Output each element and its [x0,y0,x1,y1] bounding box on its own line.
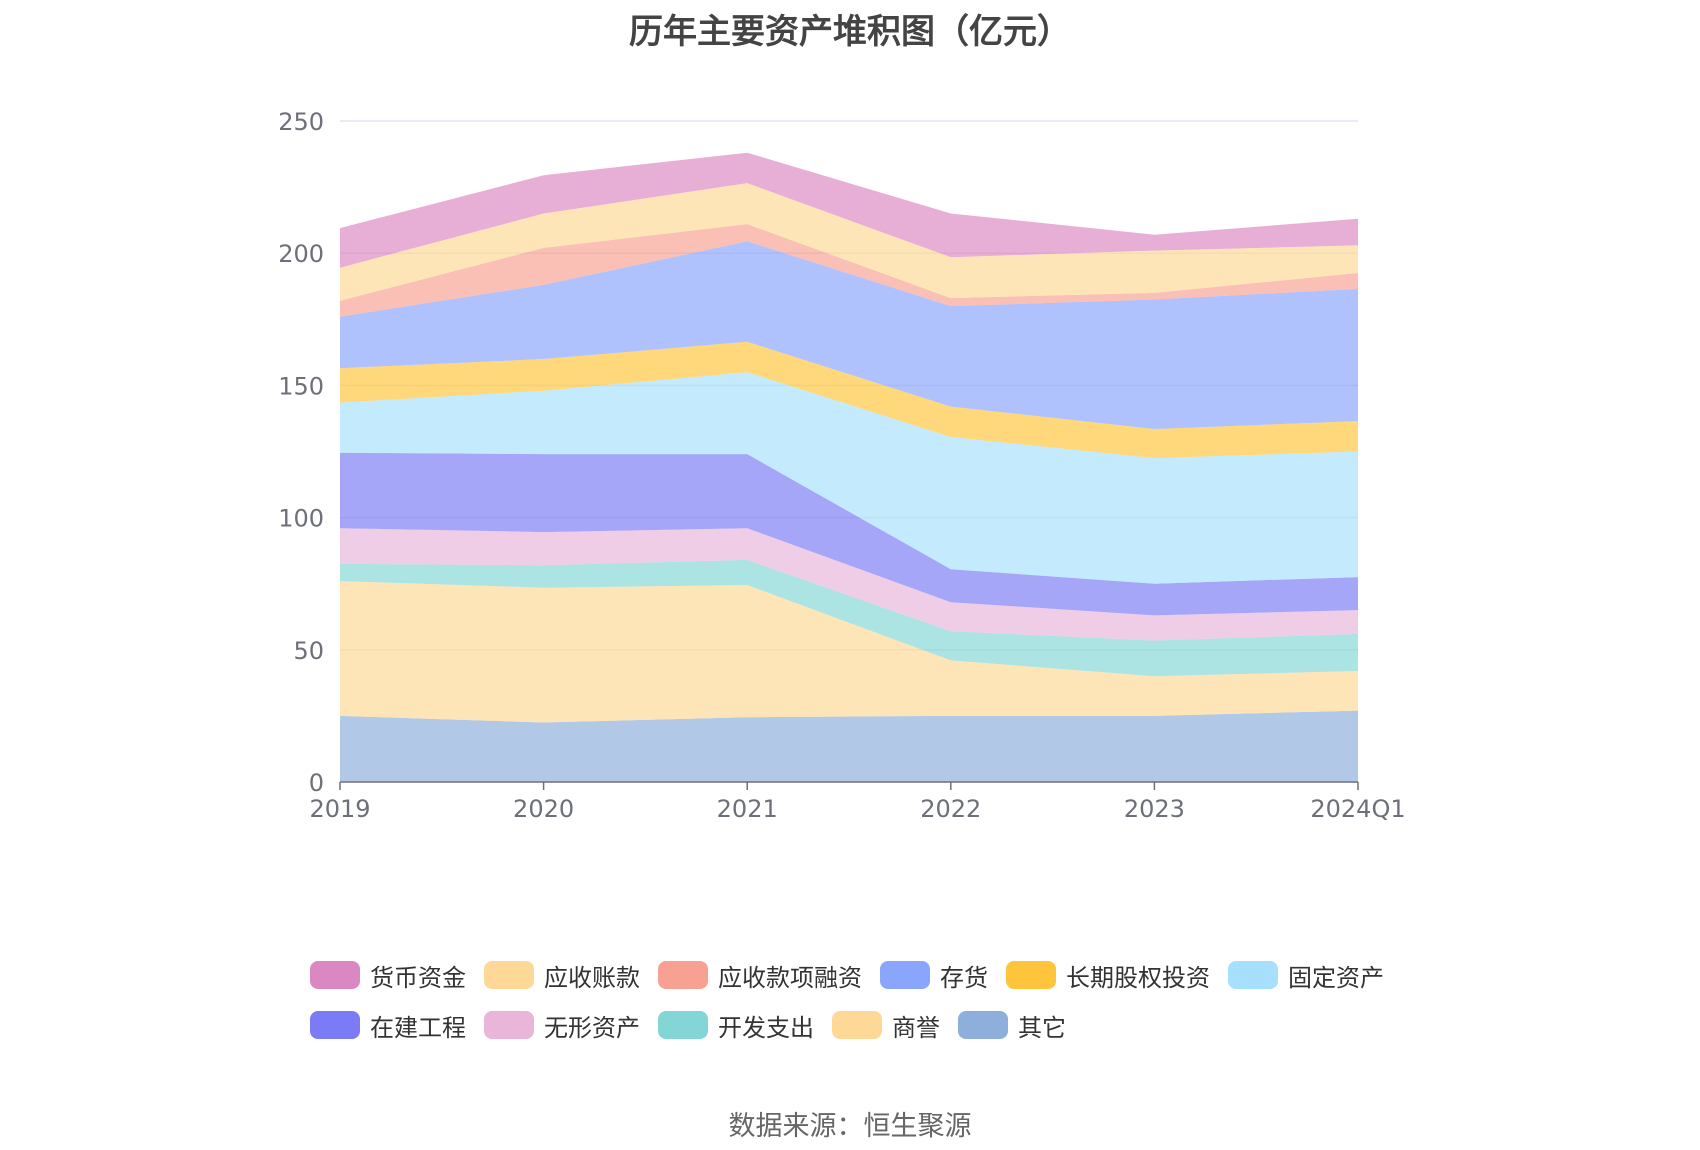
legend-swatch [310,961,360,989]
legend-item[interactable]: 开发支出 [658,1008,814,1043]
area-series-1: 其它 [340,710,1358,782]
legend-label: 商誉 [892,1013,940,1042]
legend-label: 固定资产 [1288,963,1384,992]
axes: 0 50 100 150 200 250 2019 2020 2021 2022 2023 2024Q… [278,108,1405,823]
legend-label: 应收款项融资 [718,963,862,992]
legend-row: 在建工程 无形资产 开发支出 商誉 其它 [310,1000,1430,1050]
legend-label: 开发支出 [718,1013,814,1042]
legend-item[interactable]: 应收账款 [484,958,640,993]
legend-swatch [1228,961,1278,989]
x-tick-label: 2019 [309,795,370,823]
legend-label: 其它 [1018,1013,1066,1042]
area-series-7: 长期股权投资 [340,341,1358,459]
legend-label: 货币资金 [370,963,466,992]
legend-item[interactable]: 商誉 [832,1008,940,1043]
legend-item[interactable]: 货币资金 [310,958,466,993]
x-tick-label: 2023 [1124,795,1185,823]
area-series-6: 固定资产 [340,372,1358,584]
legend-row: 货币资金 应收账款 应收款项融资 存货 长期股权投资 固定资产 [310,950,1430,1000]
area-series-10: 应收账款 [340,183,1358,301]
legend-item[interactable]: 在建工程 [310,1008,466,1043]
legend-swatch [310,1011,360,1039]
legend-swatch [658,961,708,989]
area-series-11: 货币资金 [340,152,1358,268]
legend-label: 应收账款 [544,963,640,992]
legend-swatch [658,1011,708,1039]
y-tick-label: 150 [278,372,324,400]
area-series-4: 无形资产 [340,528,1358,641]
legend-item[interactable]: 其它 [958,1008,1066,1043]
legend-swatch [958,1011,1008,1039]
legend-label: 存货 [940,963,988,992]
legend: 货币资金 应收账款 应收款项融资 存货 长期股权投资 固定资产在建工程 无形资产 开发支出 商誉… [310,950,1430,1050]
area-series-8: 存货 [340,241,1358,429]
legend-label: 在建工程 [370,1013,466,1042]
x-tick-label: 2024Q1 [1310,795,1405,823]
legend-item[interactable]: 长期股权投资 [1006,958,1210,993]
legend-item[interactable]: 应收款项融资 [658,958,862,993]
stacked-areas: 其它商誉开发支出无形资产在建工程固定资产长期股权投资存货应收款项融资应收账款货币… [340,152,1358,782]
legend-swatch [880,961,930,989]
legend-swatch [484,961,534,989]
y-tick-label: 200 [278,240,324,268]
legend-swatch [484,1011,534,1039]
legend-item[interactable]: 无形资产 [484,1008,640,1043]
y-tick-label: 0 [309,769,324,797]
x-tick-label: 2020 [513,795,574,823]
y-tick-label: 100 [278,505,324,533]
chart-title: 历年主要资产堆积图（亿元） [629,12,1071,52]
area-series-9: 应收款项融资 [340,224,1358,317]
legend-label: 长期股权投资 [1066,963,1210,992]
area-series-3: 开发支出 [340,559,1358,677]
source-note: 数据来源：恒生聚源 [728,1111,972,1142]
legend-swatch [832,1011,882,1039]
legend-swatch [1006,961,1056,989]
area-series-5: 在建工程 [340,452,1358,616]
legend-item[interactable]: 存货 [880,958,988,993]
x-tick-label: 2021 [717,795,778,823]
legend-label: 无形资产 [544,1013,640,1042]
y-tick-label: 250 [278,108,324,136]
x-tick-label: 2022 [920,795,981,823]
legend-item[interactable]: 固定资产 [1228,958,1384,993]
area-series-2: 商誉 [340,581,1358,723]
y-tick-label: 50 [293,637,324,665]
